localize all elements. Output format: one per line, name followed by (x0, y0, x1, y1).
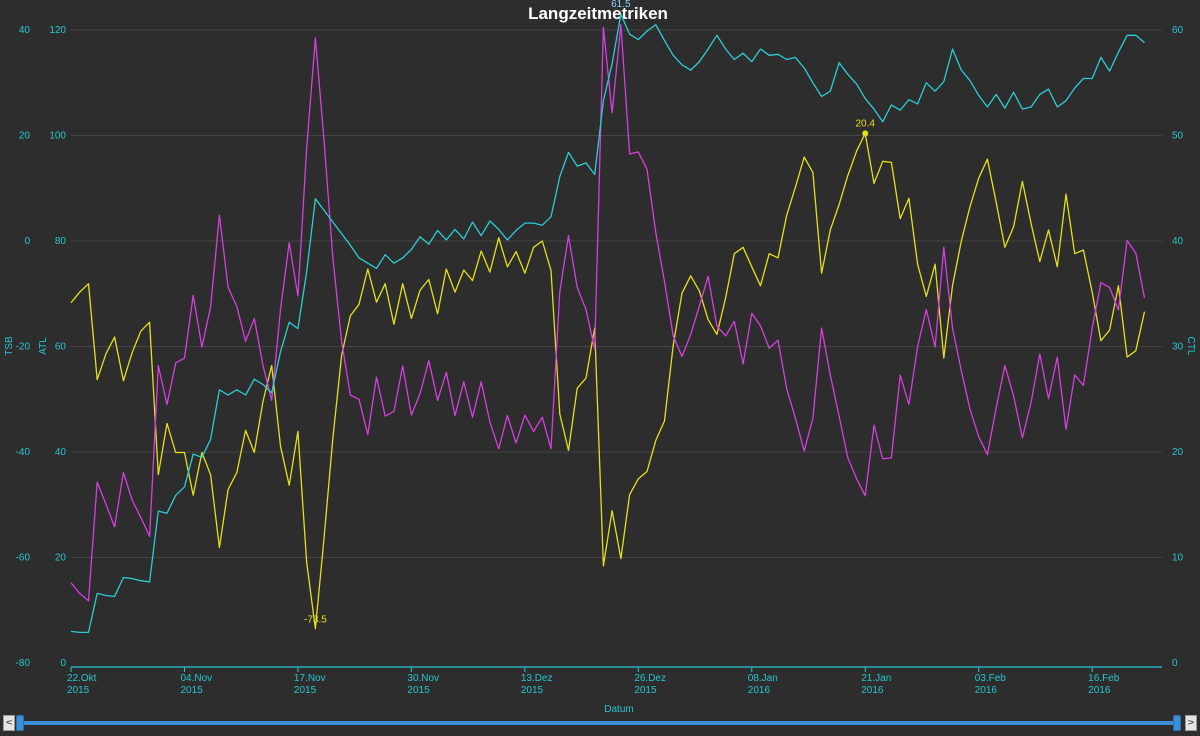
x-tick-year: 2015 (634, 685, 657, 696)
line-chart: Langzeitmetriken -80 -60 -40 -20 0 20 40 0 20 40 6… (4, 0, 1196, 712)
tsb-tick-label: -20 (16, 342, 31, 353)
range-handle-left[interactable] (16, 715, 24, 731)
atl-axis-title: ATL (38, 337, 49, 355)
atl-tick-label: 0 (60, 658, 66, 669)
annotation-label: 20.4 (856, 118, 876, 129)
tsb-tick-label: -60 (16, 553, 31, 564)
x-tick-year: 2016 (975, 685, 998, 696)
atl-tick-label: 40 (55, 447, 67, 458)
x-tick-label: 16.Feb (1088, 673, 1120, 684)
chart-title: Langzeitmetriken (528, 4, 668, 23)
x-axis-title: Datum (604, 704, 633, 712)
tsb-tick-label: -40 (16, 447, 31, 458)
ctl-tick-label: 0 (1172, 658, 1178, 669)
grid-lines (71, 29, 1162, 558)
x-tick-year: 2015 (294, 685, 317, 696)
ctl-tick-label: 40 (1172, 236, 1184, 247)
ctl-tick-label: 10 (1172, 553, 1184, 564)
annotation-marker (862, 130, 869, 137)
series-layer (70, 13, 1146, 634)
x-tick-year: 2016 (748, 685, 771, 696)
x-tick-year: 2016 (1088, 685, 1111, 696)
tsb-tick-label: 0 (24, 236, 30, 247)
scroll-right-button[interactable]: > (1185, 715, 1197, 731)
x-tick-year: 2015 (521, 685, 544, 696)
x-tick-year: 2015 (407, 685, 430, 696)
x-tick-label: 08.Jan (748, 673, 778, 684)
range-handle-right[interactable] (1173, 715, 1181, 731)
x-tick-label: 17.Nov (294, 673, 326, 684)
x-tick-year: 2015 (180, 685, 203, 696)
arrow-right-icon: > (1187, 718, 1195, 728)
axes: -80 -60 -40 -20 0 20 40 0 20 40 60 80 100 120 0 10 20 30 4… (16, 25, 1184, 696)
x-tick-label: 13.Dez (521, 673, 553, 684)
x-tick-label: 26.Dez (634, 673, 666, 684)
ctl-axis-title: CTL (1185, 337, 1196, 356)
tsb-axis-title: TSB (4, 336, 15, 356)
x-tick-label: 21.Jan (861, 673, 891, 684)
atl-tick-label: 80 (55, 236, 67, 247)
atl-tick-label: 60 (55, 342, 67, 353)
ctl-tick-label: 60 (1172, 25, 1184, 36)
scroll-left-button[interactable]: < (3, 715, 15, 731)
atl-tick-label: 100 (49, 131, 66, 142)
series-line-tsb (70, 132, 1146, 630)
x-tick-year: 2016 (861, 685, 884, 696)
x-tick-label: 04.Nov (180, 673, 212, 684)
annotation-label: -73.5 (304, 615, 327, 626)
x-tick-label: 03.Feb (975, 673, 1007, 684)
series-line-ctl (70, 13, 1145, 634)
arrow-left-icon: < (5, 718, 13, 728)
annotation-label: 61.5 (611, 0, 631, 10)
scroll-track[interactable] (20, 721, 1178, 725)
x-tick-label: 22.Okt (67, 673, 97, 684)
tsb-tick-label: -80 (16, 658, 31, 669)
atl-tick-label: 20 (55, 553, 67, 564)
range-scrollbar[interactable]: < > (0, 712, 1200, 736)
x-tick-label: 30.Nov (407, 673, 439, 684)
ctl-tick-label: 30 (1172, 342, 1184, 353)
ctl-tick-label: 20 (1172, 447, 1184, 458)
x-tick-year: 2015 (67, 685, 90, 696)
annotations: 61.5 20.4 -73.5 (304, 0, 875, 626)
series-line-atl (70, 24, 1146, 602)
ctl-tick-label: 50 (1172, 131, 1184, 142)
atl-tick-label: 120 (49, 25, 66, 36)
tsb-tick-label: 40 (19, 25, 31, 36)
tsb-tick-label: 20 (19, 131, 31, 142)
